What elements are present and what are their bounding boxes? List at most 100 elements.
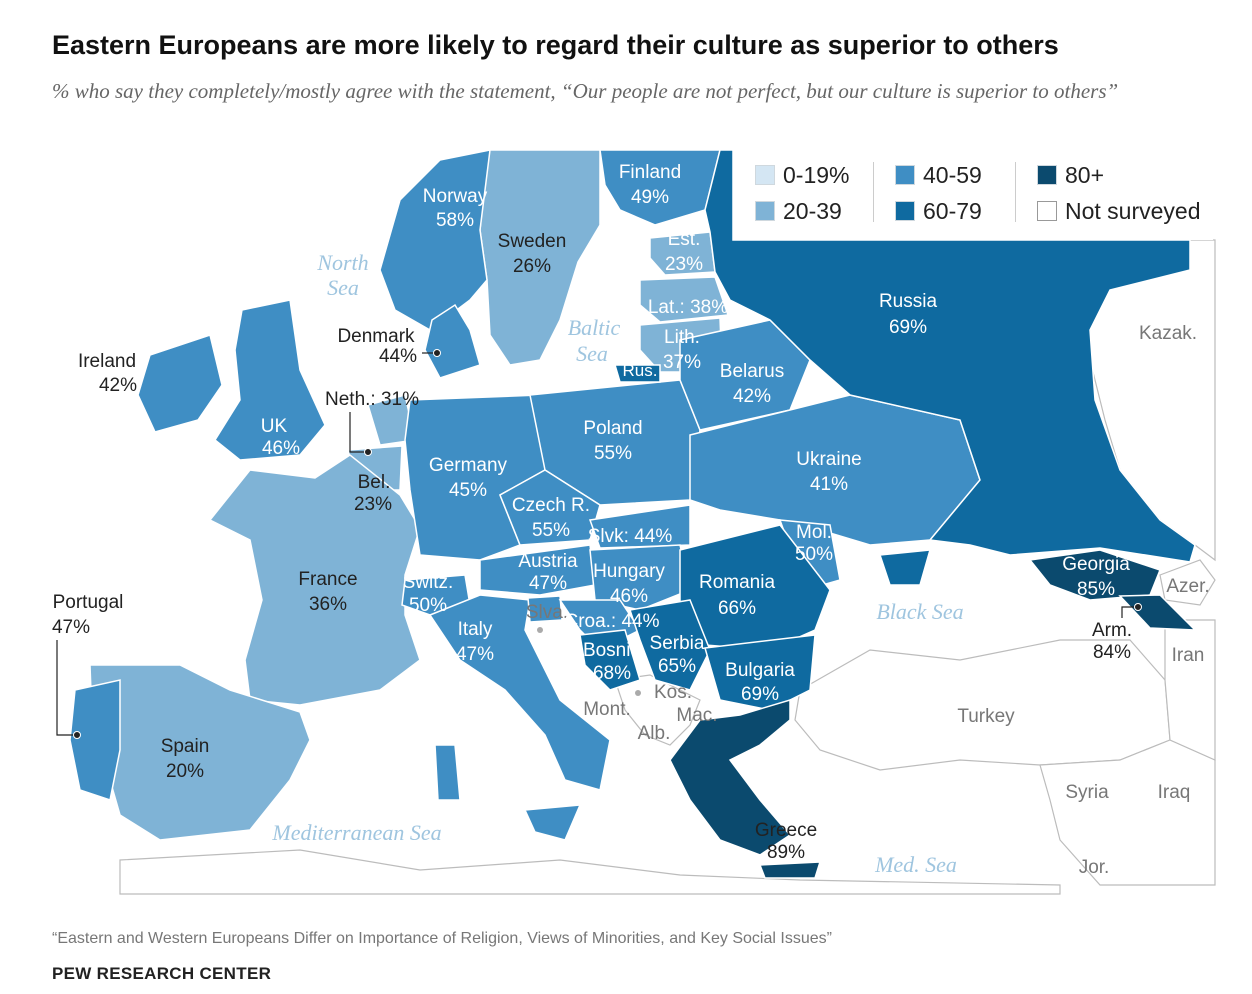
page-title: Eastern Europeans are more likely to reg… — [52, 30, 1059, 60]
north-africa-shape — [119, 849, 1061, 895]
marker-netherlands — [364, 448, 372, 456]
hungary-shape — [589, 544, 691, 611]
value-belgium: 23% — [354, 494, 392, 515]
legend-item-80-plus: 80+ — [1037, 162, 1104, 189]
sea-north-line1: North — [316, 250, 368, 275]
label-moldova: Mol. — [796, 522, 832, 543]
value-bulgaria: 69% — [741, 684, 779, 705]
italy-shape — [428, 594, 611, 791]
value-spain: 20% — [166, 761, 204, 782]
label-turkey: Turkey — [957, 706, 1015, 727]
label-jordan: Jor. — [1079, 857, 1110, 878]
label-russia-kaliningrad: Rus. — [623, 361, 658, 380]
syria-iraq-shape — [1039, 739, 1216, 886]
value-switzerland: 50% — [409, 595, 447, 616]
value-ireland: 42% — [99, 375, 137, 396]
legend-item-60-79: 60-79 — [895, 198, 982, 225]
leader-armenia — [1121, 606, 1138, 618]
legend-label: 40-59 — [923, 162, 982, 188]
legend-swatch — [755, 165, 775, 185]
label-sweden: Sweden — [498, 231, 567, 252]
denmark-shape — [424, 303, 481, 379]
value-georgia: 85% — [1077, 579, 1115, 600]
sea-north-line2: Sea — [327, 275, 359, 300]
value-lithuania: 37% — [663, 352, 701, 373]
label-italy: Italy — [458, 619, 493, 640]
value-poland: 55% — [594, 443, 632, 464]
source-credit: PEW RESEARCH CENTER — [52, 964, 272, 983]
norway-shape — [379, 149, 491, 331]
legend-swatch — [895, 165, 915, 185]
label-romania: Romania — [699, 572, 775, 593]
label-hungary: Hungary — [593, 561, 665, 582]
legend: 0-19% 20-39 40-59 60-79 80+ Not surveyed — [733, 148, 1213, 240]
leader-portugal — [56, 640, 76, 736]
value-armenia: 84% — [1093, 642, 1131, 663]
value-russia: 69% — [889, 317, 927, 338]
label-serbia: Serbia — [650, 633, 705, 654]
latvia-shape — [639, 276, 730, 323]
slovakia-shape — [588, 504, 691, 549]
sea-baltic-line1: Baltic — [568, 315, 621, 340]
serbia-shape — [629, 599, 711, 691]
sicily-shape — [523, 804, 582, 841]
label-denmark: Denmark — [337, 326, 415, 347]
label-macedonia: Mac. — [676, 705, 717, 726]
legend-item-40-59: 40-59 — [895, 162, 982, 189]
label-norway: Norway — [423, 186, 488, 207]
azerbaijan-shape — [1159, 559, 1216, 606]
label-greece: Greece — [755, 820, 817, 841]
france-shape — [208, 454, 421, 706]
value-finland: 49% — [631, 187, 669, 208]
label-spain: Spain — [161, 736, 210, 757]
value-italy: 47% — [456, 644, 494, 665]
label-montenegro: Mont. — [583, 699, 631, 720]
legend-swatch — [755, 201, 775, 221]
label-croatia: Croa.: 44% — [564, 611, 659, 632]
label-uk: UK — [261, 416, 288, 437]
legend-label: 80+ — [1065, 162, 1105, 188]
greece-shape — [669, 698, 792, 856]
value-hungary: 46% — [610, 586, 648, 607]
label-germany: Germany — [429, 455, 508, 476]
crete-shape — [758, 861, 822, 879]
sea-baltic-line2: Sea — [576, 341, 608, 366]
leader-netherlands — [349, 412, 368, 453]
sea-black: Black Sea — [876, 599, 963, 624]
label-russia: Russia — [879, 291, 938, 312]
portugal-shape — [69, 679, 121, 801]
value-estonia: 23% — [665, 254, 703, 275]
label-belarus: Belarus — [720, 361, 784, 382]
legend-item-not-surveyed: Not surveyed — [1037, 198, 1201, 225]
value-uk: 46% — [262, 438, 300, 459]
slovenia-shape — [527, 595, 563, 623]
ukraine-shape — [689, 394, 981, 546]
marker-denmark — [433, 349, 441, 357]
value-bosnia: 68% — [593, 663, 631, 684]
value-sweden: 26% — [513, 256, 551, 277]
legend-swatch — [1037, 201, 1057, 221]
report-note: “Eastern and Western Europeans Differ on… — [52, 930, 832, 947]
marker-armenia — [1134, 603, 1142, 611]
label-slovenia: Slva. — [526, 602, 568, 623]
legend-label: Not surveyed — [1065, 198, 1201, 224]
label-iran: Iran — [1172, 645, 1205, 666]
value-ukraine: 41% — [810, 474, 848, 495]
value-austria: 47% — [529, 573, 567, 594]
label-netherlands: Neth.: 31% — [325, 389, 419, 410]
label-latvia: Lat.: 38% — [648, 297, 728, 318]
label-poland: Poland — [583, 418, 642, 439]
label-kazakhstan: Kazak. — [1139, 323, 1197, 344]
label-estonia: Est. — [668, 229, 701, 250]
sea-med: Med. Sea — [874, 852, 957, 877]
legend-label: 60-79 — [923, 198, 982, 224]
label-portugal: Portugal — [53, 592, 124, 613]
label-kosovo: Kos. — [654, 682, 692, 703]
label-syria: Syria — [1065, 782, 1109, 803]
sardinia-shape — [434, 744, 461, 801]
label-bosnia: Bosnia — [583, 640, 642, 661]
label-georgia: Georgia — [1062, 554, 1130, 575]
austria-shape — [479, 544, 596, 596]
legend-item-20-39: 20-39 — [755, 198, 842, 225]
legend-label: 20-39 — [783, 198, 842, 224]
